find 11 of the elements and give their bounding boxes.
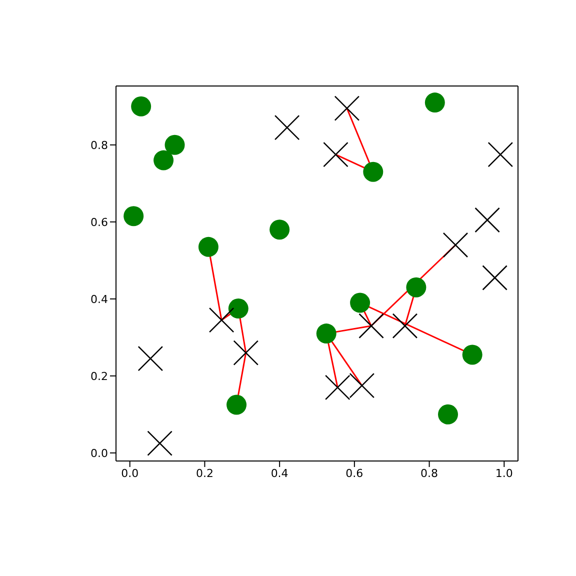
x-tick-label: 1.0 [495, 466, 513, 480]
y-tick-label: 0.4 [90, 292, 108, 306]
x-tick-label: 0.4 [270, 466, 288, 480]
y-tick-label: 0.0 [90, 446, 108, 460]
y-tick-label: 0.6 [90, 216, 108, 229]
y-tick-label: 0.2 [90, 370, 108, 383]
x-tick-label: 0.6 [346, 466, 364, 480]
x-tick-label: 0.2 [196, 466, 214, 480]
x-tick-label: 0.0 [121, 466, 139, 480]
x-tick-label: 0.8 [420, 466, 438, 480]
y-tick-label: 0.8 [90, 138, 108, 152]
